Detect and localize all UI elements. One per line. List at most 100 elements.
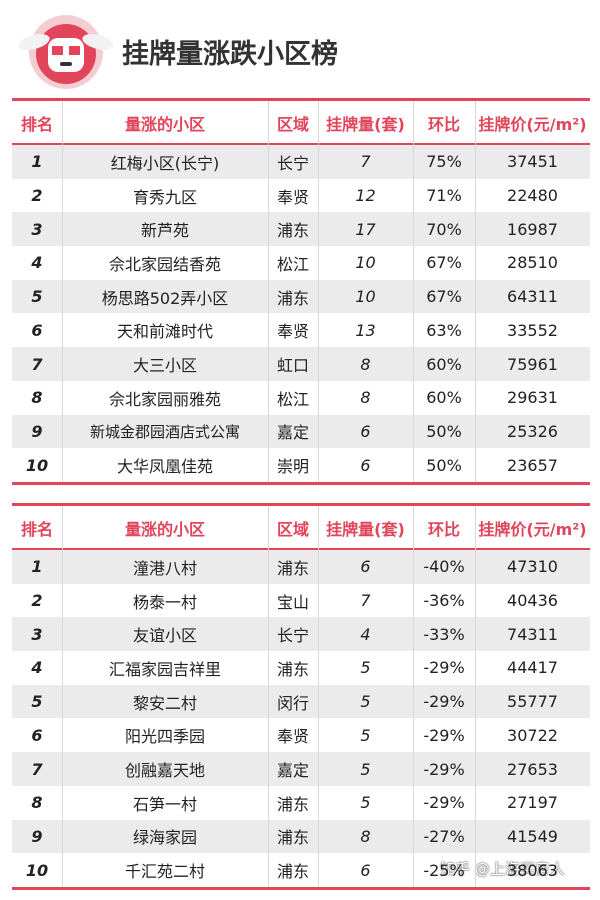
table-cell: 13 [355, 320, 376, 340]
table-cell: 9 [31, 421, 43, 441]
table-cell: -25% [423, 860, 465, 880]
row-background [12, 752, 590, 786]
table-cell: 杨思路502弄小区 [101, 288, 229, 308]
header-divider [12, 548, 590, 550]
table-cell: 虹口 [276, 356, 309, 376]
table-cell: 佘北家园丽雅苑 [108, 389, 221, 409]
table-cell: -36% [423, 591, 465, 611]
table-cell: 50% [426, 455, 462, 475]
table-cell: 2 [31, 186, 43, 206]
table-cell: 新芦苑 [140, 221, 189, 241]
table-cell: 崇明 [276, 457, 309, 477]
table-cell: 63% [426, 320, 462, 340]
table-cell: 8 [360, 354, 371, 374]
table-cell: 5 [360, 658, 371, 678]
column-divider [62, 101, 63, 482]
table-cell: 汇福家园吉祥里 [108, 659, 221, 679]
table-bottom-border [12, 887, 590, 890]
table-cell: -29% [423, 725, 465, 745]
table-cell: 1 [31, 557, 43, 577]
table-cell: 27653 [507, 759, 558, 779]
table-cell: 浦东 [276, 828, 309, 848]
table-cell: 10 [25, 455, 49, 475]
table-cell: 3 [31, 219, 43, 239]
table-cell: 37451 [507, 152, 558, 172]
table-cell: 嘉定 [276, 423, 309, 443]
column-header: 环比 [427, 520, 460, 539]
row-background [12, 550, 590, 584]
table-cell: 长宁 [276, 626, 309, 646]
table-cell: 黎安二村 [132, 693, 197, 713]
table-cell: 5 [31, 287, 43, 307]
table-cell: 奉贤 [276, 727, 309, 747]
table-cell: 8 [360, 388, 371, 408]
table-cell: 浦东 [276, 862, 309, 882]
table-cell: 4 [360, 624, 371, 644]
table-cell: 浦东 [276, 794, 309, 814]
table-cell: 10 [355, 253, 376, 273]
column-header: 排名 [20, 520, 53, 539]
logo [18, 15, 114, 89]
table-top-border [12, 503, 590, 506]
table-cell: 绿海家园 [132, 828, 197, 848]
table-cell: -33% [423, 624, 465, 644]
column-divider [413, 101, 414, 482]
table-cell: 大华凤凰佳苑 [116, 457, 213, 477]
table-cell: 新城金郡园酒店式公寓 [89, 422, 240, 441]
table-cell: 6 [360, 860, 371, 880]
table-cell: 44417 [507, 658, 558, 678]
row-background [12, 347, 590, 381]
row-background [12, 212, 590, 247]
table-cell: 5 [31, 692, 43, 712]
table-cell: 闵行 [276, 693, 309, 713]
table-cell: 浦东 [276, 221, 309, 241]
table-bottom-border [12, 482, 590, 485]
table-cell: 浦东 [276, 288, 309, 308]
table-cell: 嘉定 [276, 761, 309, 781]
table-cell: 奉贤 [276, 187, 309, 207]
table-cell: 1 [31, 152, 43, 172]
row-background [12, 617, 590, 652]
column-header: 量涨的小区 [124, 520, 205, 539]
table-cell: 41549 [507, 826, 558, 846]
table-cell: -29% [423, 759, 465, 779]
row-background [12, 684, 590, 719]
column-header: 环比 [427, 115, 460, 134]
table-cell: -40% [423, 557, 465, 577]
table-cell: 50% [426, 421, 462, 441]
table-cell: 5 [360, 759, 371, 779]
table-cell: 育秀九区 [132, 187, 197, 207]
table-cell: 6 [31, 320, 43, 340]
title: 挂牌量涨跌小区榜 [122, 39, 338, 70]
column-header: 挂牌量(套) [326, 520, 405, 539]
table-cell: -27% [423, 826, 465, 846]
table-cell: 5 [360, 692, 371, 712]
table-cell: 6 [360, 455, 371, 475]
table-cell: 10 [25, 860, 49, 880]
table-cell: 60% [426, 388, 462, 408]
table-cell: 2 [31, 591, 43, 611]
column-header: 挂牌价(元/m²) [478, 115, 587, 134]
column-header: 挂牌价(元/m²) [478, 520, 587, 539]
table-cell: 8 [31, 388, 43, 408]
table-cell: 16987 [507, 219, 558, 239]
table-cell: 佘北家园结香苑 [108, 254, 221, 274]
table-cell: -29% [423, 793, 465, 813]
table-cell: 红梅小区(长宁) [110, 153, 220, 173]
table-cell: 22480 [507, 186, 558, 206]
table-cell: 30722 [507, 725, 558, 745]
table-cell: 7 [360, 591, 371, 611]
table-cell: 71% [426, 186, 462, 206]
table-cell: 创融嘉天地 [124, 761, 205, 781]
table-cell: 55777 [507, 692, 558, 712]
row-background [12, 819, 590, 854]
row-background [12, 414, 590, 449]
column-header: 量涨的小区 [124, 115, 205, 134]
table-cell: 64311 [507, 287, 558, 307]
column-divider [475, 101, 476, 482]
table-cell: 75% [426, 152, 462, 172]
table-cell: 松江 [276, 254, 309, 274]
table-cell: 杨泰一村 [132, 592, 197, 612]
table-cell: -29% [423, 658, 465, 678]
